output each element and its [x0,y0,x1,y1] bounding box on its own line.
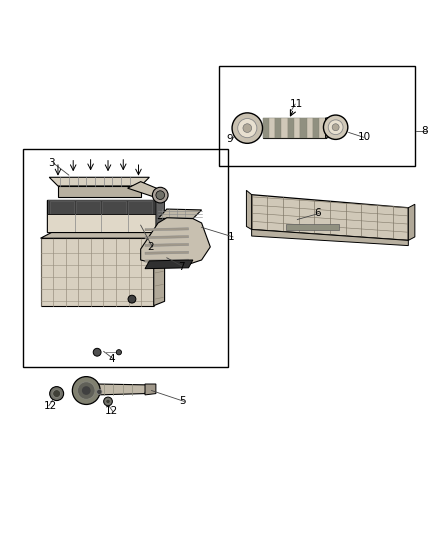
Polygon shape [97,384,147,395]
Polygon shape [145,251,188,254]
Polygon shape [145,244,188,246]
Bar [262,118,325,138]
Polygon shape [49,177,149,186]
Text: 8: 8 [421,126,428,136]
Polygon shape [145,384,156,395]
Polygon shape [158,209,201,219]
Circle shape [152,187,168,203]
Circle shape [156,191,165,199]
Circle shape [238,118,257,138]
Text: 6: 6 [314,208,321,219]
Polygon shape [145,228,188,231]
Text: 2: 2 [147,242,154,252]
Circle shape [78,382,95,399]
Circle shape [72,377,100,405]
Text: 10: 10 [358,132,371,142]
Text: 12: 12 [44,401,57,411]
Circle shape [128,295,136,303]
Bar [48,200,155,215]
Text: 7: 7 [178,262,184,271]
Bar [300,118,307,138]
Polygon shape [252,230,408,246]
Circle shape [97,389,102,394]
Circle shape [49,386,64,400]
Bar [262,118,269,138]
Bar [294,118,300,138]
Text: 1: 1 [228,232,234,242]
Circle shape [332,124,339,131]
Circle shape [232,113,262,143]
Polygon shape [325,116,342,138]
Bar [286,224,339,230]
Bar [288,118,294,138]
Circle shape [104,397,113,406]
Text: 9: 9 [227,134,233,144]
Text: 12: 12 [105,407,118,416]
Text: 3: 3 [48,158,55,168]
Circle shape [243,124,252,133]
Polygon shape [145,259,188,262]
Text: 11: 11 [290,99,303,109]
Polygon shape [141,218,210,266]
Bar [47,214,156,232]
Text: 4: 4 [108,354,115,364]
Bar [23,149,228,367]
Bar [275,118,282,138]
Circle shape [116,350,121,355]
Bar [269,118,275,138]
Polygon shape [127,182,167,197]
Polygon shape [145,236,188,239]
Circle shape [323,115,348,140]
Bar [282,118,288,138]
Text: 5: 5 [179,397,186,407]
Bar [102,201,126,214]
Bar [313,118,319,138]
Circle shape [106,399,110,403]
Polygon shape [247,190,252,230]
Bar [219,66,415,166]
Polygon shape [408,204,415,240]
Polygon shape [58,186,141,197]
Bar [76,201,100,214]
Circle shape [82,386,91,395]
Circle shape [53,390,60,398]
Polygon shape [154,232,165,305]
Circle shape [328,120,343,135]
Polygon shape [41,232,165,238]
Polygon shape [145,260,193,269]
Bar [307,118,313,138]
Polygon shape [156,199,165,232]
Polygon shape [252,195,408,240]
Bar [47,200,156,232]
Bar [50,201,74,214]
Polygon shape [41,238,154,305]
Circle shape [93,349,101,356]
Bar [319,118,325,138]
Bar [128,201,152,214]
